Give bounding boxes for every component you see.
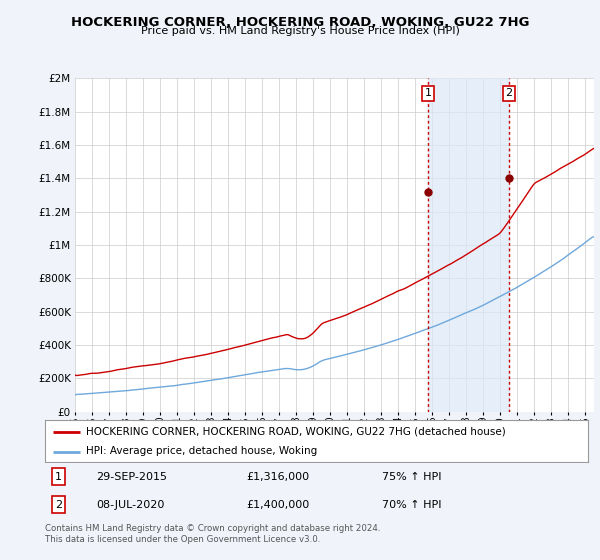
Bar	[428, 78, 509, 412]
Text: 1: 1	[425, 88, 431, 99]
Text: 70% ↑ HPI: 70% ↑ HPI	[382, 500, 441, 510]
Text: 75% ↑ HPI: 75% ↑ HPI	[382, 472, 441, 482]
Text: 1: 1	[55, 472, 62, 482]
Text: HOCKERING CORNER, HOCKERING ROAD, WOKING, GU22 7HG: HOCKERING CORNER, HOCKERING ROAD, WOKING…	[71, 16, 529, 29]
Text: 2: 2	[55, 500, 62, 510]
Text: 29-SEP-2015: 29-SEP-2015	[97, 472, 167, 482]
Text: HOCKERING CORNER, HOCKERING ROAD, WOKING, GU22 7HG (detached house): HOCKERING CORNER, HOCKERING ROAD, WOKING…	[86, 427, 505, 437]
Text: 2: 2	[505, 88, 512, 99]
Text: £1,316,000: £1,316,000	[246, 472, 309, 482]
Text: Price paid vs. HM Land Registry's House Price Index (HPI): Price paid vs. HM Land Registry's House …	[140, 26, 460, 36]
Text: £1,400,000: £1,400,000	[246, 500, 309, 510]
Text: HPI: Average price, detached house, Woking: HPI: Average price, detached house, Woki…	[86, 446, 317, 456]
Text: Contains HM Land Registry data © Crown copyright and database right 2024.
This d: Contains HM Land Registry data © Crown c…	[45, 524, 380, 544]
Text: 08-JUL-2020: 08-JUL-2020	[97, 500, 165, 510]
